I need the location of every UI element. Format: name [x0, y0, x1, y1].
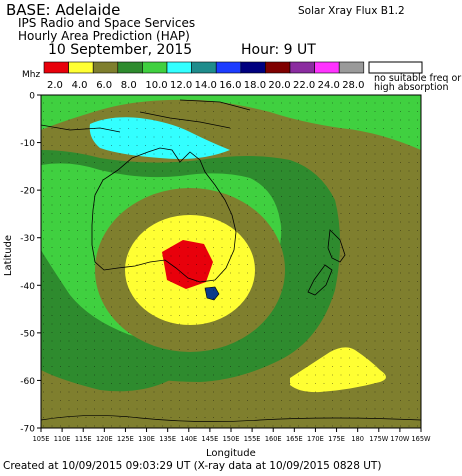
legend-swatch-14.0 — [191, 61, 217, 74]
legend-label-20.0: 20.0 — [268, 80, 290, 91]
legend-swatch-8.0 — [117, 61, 143, 74]
prediction-date: 10 September, 2015 — [48, 42, 193, 58]
lat-tick-label: -40 — [20, 282, 35, 292]
lat-tick-label: -50 — [20, 329, 35, 339]
lon-tick-label: 170W — [390, 435, 410, 443]
lon-tick-label: 160E — [265, 435, 282, 443]
legend-swatch-4.0 — [68, 61, 94, 74]
legend-label-28.0: 28.0 — [342, 80, 364, 91]
lon-tick-label: 105E — [33, 435, 50, 443]
xray-flux: Solar Xray Flux B1.2 — [298, 5, 405, 17]
lon-tick-label: 175W — [369, 435, 389, 443]
lon-tick-label: 110E — [54, 435, 71, 443]
lon-tick-label: 130E — [138, 435, 155, 443]
no-freq-swatch — [368, 61, 423, 74]
legend-swatch-10.0 — [142, 61, 168, 74]
legend-label-24.0: 24.0 — [318, 80, 340, 91]
legend-label-22.0: 22.0 — [293, 80, 315, 91]
legend-label-2.0: 2.0 — [47, 80, 63, 91]
legend-label-10.0: 10.0 — [145, 80, 167, 91]
legend-swatch-18.0 — [240, 61, 266, 74]
legend-swatches — [43, 61, 365, 74]
lon-tick-label: 140E — [180, 435, 197, 443]
legend-label-4.0: 4.0 — [72, 80, 88, 91]
lat-tick-label: 0 — [29, 92, 35, 102]
lon-tick-label: 120E — [96, 435, 113, 443]
latitude-label: Latitude — [3, 234, 15, 277]
legend-swatch-2.0 — [43, 61, 69, 74]
organization: IPS Radio and Space Services — [18, 16, 196, 30]
legend-label-6.0: 6.0 — [96, 80, 112, 91]
lon-tick-label: 125E — [117, 435, 134, 443]
legend-swatch-20.0 — [265, 61, 291, 74]
legend-label-8.0: 8.0 — [121, 80, 137, 91]
lat-tick-label: -30 — [20, 234, 35, 244]
legend-swatch-22.0 — [289, 61, 315, 74]
latitude-axis: 0 -10 -20 -30 -40 -50 -60 -70 — [20, 92, 41, 435]
lon-tick-label: 165E — [286, 435, 303, 443]
no-freq-label: no suitable freq or high absorption — [374, 73, 462, 93]
lat-tick-label: -20 — [20, 187, 35, 197]
lon-tick-label: 170E — [307, 435, 324, 443]
longitude-label: Longitude — [206, 448, 256, 459]
lon-tick-label: 180 — [351, 435, 364, 443]
legend-swatch-28.0 — [338, 61, 365, 74]
lon-tick-label: 165W — [411, 435, 431, 443]
legend-label-16.0: 16.0 — [219, 80, 241, 91]
legend-unit: Mhz — [22, 70, 41, 80]
legend-label-12.0: 12.0 — [170, 80, 192, 91]
longitude-axis: 105E 110E 115E 120E 125E 130E 135E 140E 145E 150E… — [33, 428, 431, 443]
legend-swatch-24.0 — [314, 61, 340, 74]
lon-tick-label: 150E — [223, 435, 240, 443]
legend-label-18.0: 18.0 — [244, 80, 266, 91]
legend-labels: 2.0 4.0 6.0 8.0 10.0 12.0 14.0 16.0 18.0 20.0 22.0… — [47, 80, 364, 91]
lon-tick-label: 175E — [328, 435, 345, 443]
legend-swatch-12.0 — [166, 61, 192, 74]
lon-tick-label: 155E — [244, 435, 261, 443]
legend-label-14.0: 14.0 — [195, 80, 217, 91]
base-title: BASE: Adelaide — [6, 1, 121, 19]
legend-swatch-6.0 — [92, 61, 119, 74]
lon-tick-label: 115E — [75, 435, 92, 443]
lon-tick-label: 145E — [202, 435, 219, 443]
lat-tick-label: -60 — [20, 377, 35, 387]
prediction-hour: Hour: 9 UT — [241, 42, 316, 58]
created-footer: Created at 10/09/2015 09:03:29 UT (X-ray… — [3, 460, 382, 472]
lat-tick-label: -10 — [20, 139, 35, 149]
frequency-contours — [41, 95, 421, 428]
legend-swatch-16.0 — [215, 61, 242, 74]
lat-tick-label: -70 — [20, 425, 35, 435]
product-name: Hourly Area Prediction (HAP) — [18, 29, 190, 43]
lon-tick-label: 135E — [159, 435, 176, 443]
